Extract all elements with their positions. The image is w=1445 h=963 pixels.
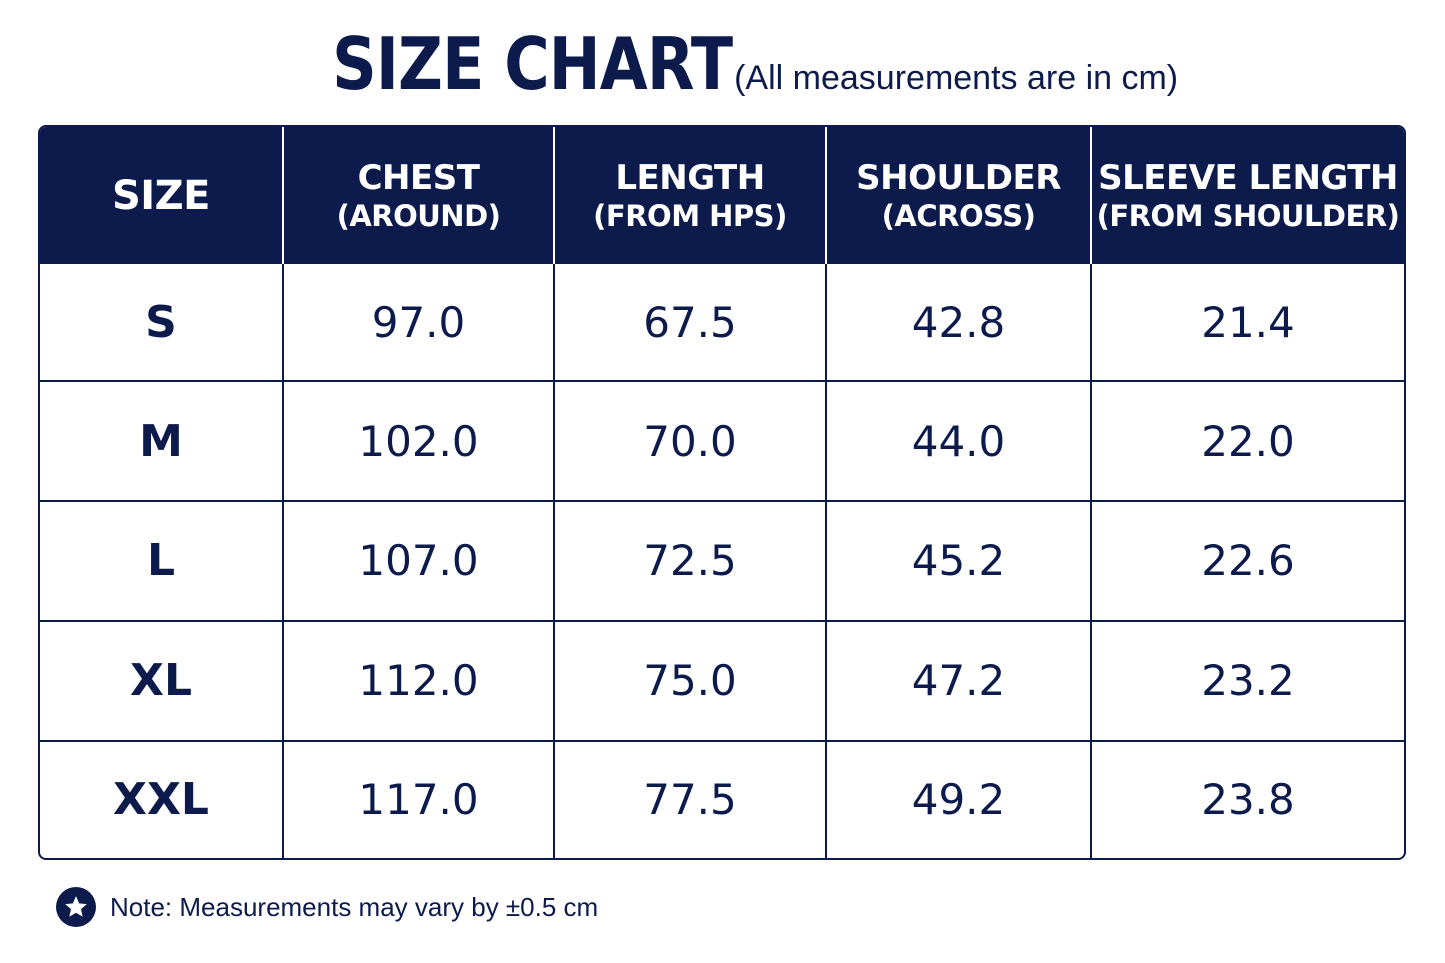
length-cell: 70.0 — [554, 381, 827, 503]
column-header-length: LENGTH (FROM HPS) — [554, 127, 827, 264]
table-row: L 107.0 72.5 45.2 22.6 — [40, 501, 1404, 622]
shoulder-cell: 44.0 — [826, 381, 1092, 503]
sleeve-length-cell: 23.2 — [1091, 620, 1404, 742]
shoulder-cell: 45.2 — [826, 501, 1092, 622]
shoulder-cell: 42.8 — [826, 264, 1092, 383]
sleeve-length-cell: 22.6 — [1091, 501, 1404, 622]
chest-cell: 117.0 — [283, 740, 555, 858]
length-cell: 72.5 — [554, 501, 827, 622]
column-header-label: SHOULDER — [856, 157, 1061, 198]
size-cell: XL — [40, 620, 284, 742]
page-title: SIZE CHART — [331, 22, 733, 106]
chest-cell: 107.0 — [283, 501, 555, 622]
length-cell: 77.5 — [554, 740, 827, 858]
size-cell: L — [40, 501, 284, 622]
size-cell: XXL — [40, 740, 284, 858]
column-header-label: SLEEVE LENGTH — [1098, 157, 1398, 198]
size-chart-table: SIZE CHEST (AROUND) LENGTH (FROM HPS) SH… — [38, 125, 1406, 860]
table-row: S 97.0 67.5 42.8 21.4 — [40, 264, 1404, 383]
size-cell: S — [40, 264, 284, 383]
column-header-sublabel: (FROM SHOULDER) — [1096, 198, 1400, 233]
column-header-size: SIZE — [40, 127, 284, 264]
column-header-chest: CHEST (AROUND) — [283, 127, 555, 264]
table-header-row: SIZE CHEST (AROUND) LENGTH (FROM HPS) SH… — [40, 127, 1404, 264]
table-row: XL 112.0 75.0 47.2 23.2 — [40, 620, 1404, 742]
column-header-sleeve-length: SLEEVE LENGTH (FROM SHOULDER) — [1091, 127, 1404, 264]
table-row: M 102.0 70.0 44.0 22.0 — [40, 381, 1404, 503]
column-header-sublabel: (ACROSS) — [881, 198, 1036, 233]
chest-cell: 102.0 — [283, 381, 555, 503]
page-subtitle: (All measurements are in cm) — [734, 59, 1179, 97]
column-header-label: CHEST — [357, 157, 480, 198]
shoulder-cell: 47.2 — [826, 620, 1092, 742]
star-icon — [56, 887, 96, 927]
shoulder-cell: 49.2 — [826, 740, 1092, 858]
column-header-sublabel: (AROUND) — [336, 198, 501, 233]
sleeve-length-cell: 22.0 — [1091, 381, 1404, 503]
column-header-label: SIZE — [111, 172, 211, 219]
chest-cell: 97.0 — [283, 264, 555, 383]
sleeve-length-cell: 23.8 — [1201, 775, 1295, 825]
length-cell: 75.0 — [554, 620, 827, 742]
table-row: XXL 117.0 77.5 49.2 23.8 — [40, 740, 1404, 858]
title-row: SIZE CHART (All measurements are in cm) — [0, 22, 1445, 106]
column-header-shoulder: SHOULDER (ACROSS) — [826, 127, 1092, 264]
sleeve-length-cell: 21.4 — [1091, 264, 1404, 383]
note-text: Note: Measurements may vary by ±0.5 cm — [110, 891, 599, 922]
column-header-sublabel: (FROM HPS) — [593, 198, 787, 233]
column-header-label: LENGTH — [615, 157, 765, 198]
measurement-note: Note: Measurements may vary by ±0.5 cm — [56, 887, 598, 927]
size-cell: M — [40, 381, 284, 503]
length-cell: 67.5 — [554, 264, 827, 383]
chest-cell: 112.0 — [283, 620, 555, 742]
